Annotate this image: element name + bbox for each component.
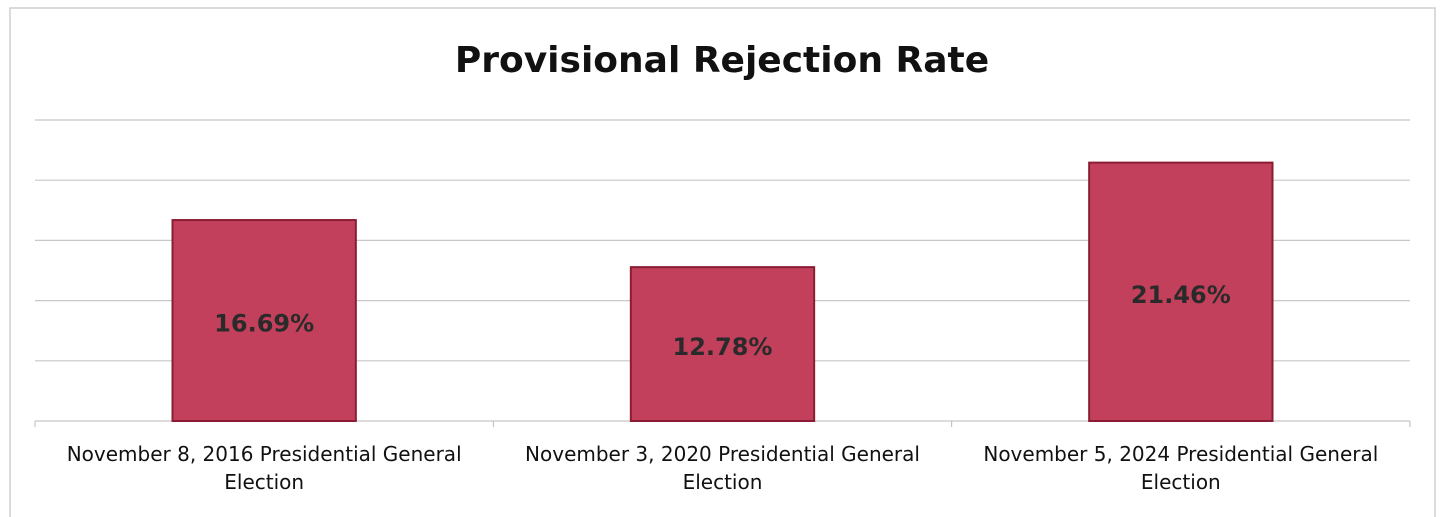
data-label: 21.46% xyxy=(1131,281,1231,309)
bar xyxy=(171,219,357,422)
chart-title: Provisional Rejection Rate xyxy=(455,40,989,81)
x-tick-label: November 5, 2024 Presidential General El… xyxy=(983,442,1379,494)
x-tick-label: November 8, 2016 Presidential General El… xyxy=(66,442,462,494)
data-label: 16.69% xyxy=(214,310,314,338)
bar xyxy=(1088,161,1274,422)
bar xyxy=(629,266,816,423)
data-label: 12.78% xyxy=(673,333,773,361)
x-tick-label: November 3, 2020 Presidential General El… xyxy=(525,442,920,494)
